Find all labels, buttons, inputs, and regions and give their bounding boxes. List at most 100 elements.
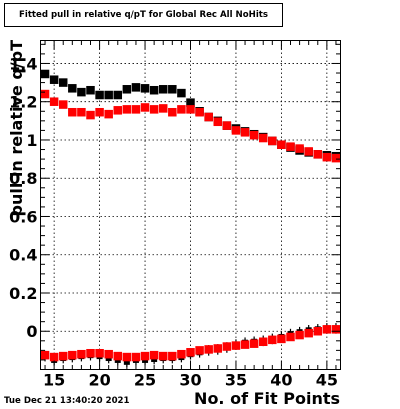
- data-point: [322, 152, 332, 162]
- data-point: [313, 150, 323, 159]
- tick-labels: 15 20 25 30 35 40 45 0 0.2 0.4 0.6 0.8 1 1.2 1.4: [9, 54, 338, 389]
- data-point: [268, 335, 277, 345]
- data-point: [77, 349, 86, 359]
- x-tick-label: 30: [179, 371, 201, 390]
- data-point: [286, 332, 295, 342]
- data-point: [222, 121, 232, 130]
- data-point: [104, 349, 113, 359]
- y-tick-label: 0.6: [9, 207, 37, 226]
- x-tick-label: 45: [316, 371, 338, 390]
- data-point: [77, 87, 86, 97]
- data-point: [86, 85, 95, 95]
- y-tick-label: 1.2: [9, 93, 37, 112]
- axis-ticks: [40, 40, 341, 370]
- data-point: [222, 342, 232, 351]
- data-point: [131, 352, 141, 362]
- data-point: [240, 340, 250, 349]
- data-point: [204, 345, 213, 354]
- data-point: [186, 348, 195, 357]
- data-point: [58, 78, 68, 87]
- markers: [40, 69, 341, 368]
- data-point: [131, 105, 141, 114]
- data-point: [168, 107, 177, 117]
- data-point: [122, 85, 132, 94]
- data-point: [158, 351, 168, 361]
- data-point: [40, 350, 50, 360]
- data-point: [140, 351, 150, 361]
- y-tick-label: 0.2: [9, 284, 37, 303]
- x-tick-label: 35: [225, 371, 247, 390]
- data-point: [277, 334, 286, 344]
- data-point: [49, 352, 59, 362]
- data-point: [177, 349, 186, 359]
- y-tick-label: 1: [26, 131, 37, 150]
- data-point: [86, 348, 95, 358]
- data-point: [122, 105, 132, 114]
- data-point: [95, 107, 104, 117]
- data-point: [186, 105, 195, 114]
- data-point: [113, 90, 123, 100]
- data-point: [258, 337, 268, 347]
- data-point: [313, 326, 323, 336]
- data-point: [204, 112, 213, 122]
- x-axis-title: No. of Fit Points: [194, 389, 340, 408]
- data-point: [140, 84, 150, 93]
- data-point: [113, 351, 123, 361]
- data-point: [331, 153, 341, 163]
- data-point: [231, 126, 241, 135]
- data-point: [249, 339, 259, 348]
- data-point: [149, 350, 159, 360]
- data-point: [268, 136, 277, 146]
- data-point: [68, 350, 77, 360]
- data-point: [149, 85, 159, 95]
- data-point: [304, 147, 313, 156]
- chart-title: Fitted pull in relative q/pT for Global …: [4, 3, 283, 27]
- data-point: [168, 351, 177, 361]
- data-point: [286, 142, 295, 151]
- data-point: [68, 107, 77, 117]
- data-point: [40, 89, 50, 99]
- data-point: [240, 128, 250, 137]
- data-point: [158, 104, 168, 113]
- data-point: [113, 106, 123, 115]
- data-point: [231, 341, 241, 350]
- data-point: [122, 352, 132, 362]
- y-axis-title: pull in relative q/pT: [7, 40, 26, 217]
- y-tick-label: 0: [26, 322, 37, 341]
- data-series: [40, 69, 341, 368]
- x-tick-label: 40: [270, 371, 292, 390]
- data-point: [140, 103, 150, 112]
- grid: [40, 40, 341, 370]
- data-point: [123, 358, 130, 365]
- x-tick-label: 15: [43, 371, 65, 390]
- data-point: [295, 144, 304, 153]
- data-point: [295, 330, 304, 340]
- timestamp: Tue Dec 21 13:40:20 2021: [4, 396, 130, 406]
- data-point: [322, 325, 332, 334]
- data-point: [177, 88, 186, 98]
- y-tick-label: 0.4: [9, 246, 37, 265]
- data-point: [58, 100, 68, 109]
- data-point: [249, 130, 259, 140]
- data-point: [304, 328, 313, 338]
- data-point: [49, 75, 59, 84]
- data-point: [58, 351, 68, 361]
- data-point: [104, 109, 113, 119]
- data-point: [277, 140, 286, 149]
- y-tick-label: 1.4: [9, 54, 37, 73]
- data-point: [49, 97, 59, 106]
- data-point: [177, 105, 186, 114]
- data-point: [40, 69, 50, 79]
- data-point: [213, 344, 223, 353]
- data-point: [131, 83, 141, 92]
- data-point: [149, 105, 159, 114]
- data-point: [195, 107, 204, 117]
- data-point: [104, 90, 113, 100]
- y-tick-label: 0.8: [9, 169, 37, 188]
- x-tick-label: 20: [88, 371, 110, 390]
- data-point: [86, 110, 95, 120]
- data-point: [77, 107, 86, 117]
- data-point: [168, 85, 177, 94]
- data-point: [95, 348, 104, 358]
